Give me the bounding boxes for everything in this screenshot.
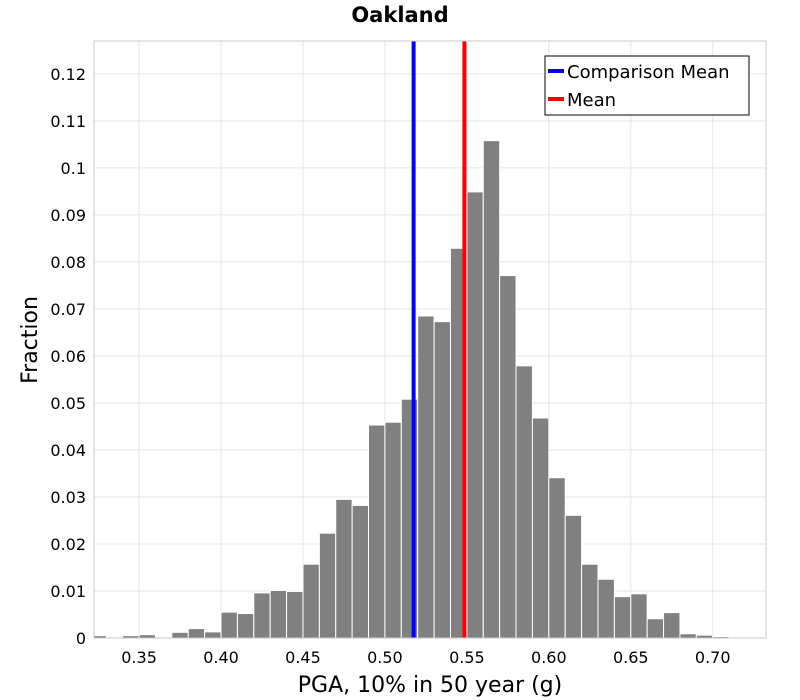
histogram-bar: [204, 631, 222, 639]
y-tick-label: 0.04: [50, 441, 86, 460]
histogram-bar: [548, 477, 566, 639]
x-tick-label: 0.65: [613, 648, 649, 667]
y-tick-label: 0.06: [50, 347, 86, 366]
histogram-bar: [531, 417, 550, 639]
histogram-bar: [302, 563, 320, 639]
y-tick-label: 0.1: [61, 159, 86, 178]
x-tick-label: 0.70: [695, 648, 731, 667]
histogram-bar: [286, 590, 304, 639]
histogram-bar: [269, 590, 288, 639]
histogram-bar: [613, 596, 632, 639]
histogram-bar: [499, 275, 517, 639]
histogram-bar: [187, 628, 206, 639]
y-tick-label: 0.12: [50, 65, 86, 84]
legend-label-mean: Mean: [567, 90, 616, 111]
histogram-bar: [663, 612, 681, 639]
plot-frame: [93, 40, 767, 639]
y-tick-label: 0.09: [50, 206, 86, 225]
x-tick-label: 0.50: [367, 648, 403, 667]
histogram-bar: [433, 321, 451, 639]
y-tick-label: 0: [76, 629, 86, 648]
histogram-bar: [581, 563, 599, 639]
histogram-bar: [597, 578, 615, 639]
legend-label-comparison-mean: Comparison Mean: [567, 62, 730, 83]
histogram-bar: [630, 593, 648, 639]
x-tick-label: 0.60: [531, 648, 567, 667]
histogram-bar: [351, 504, 370, 639]
y-tick-label: 0.01: [50, 582, 86, 601]
histogram-bar: [679, 633, 697, 639]
x-tick-label: 0.35: [121, 648, 157, 667]
y-tick-label: 0.02: [50, 535, 86, 554]
grid-lines: [94, 41, 766, 638]
y-tick-label: 0.05: [50, 394, 86, 413]
y-tick-labels: 0 0.01 0.02 0.03 0.04 0.05 0.06 0.07 0.08 0.09 0.1…: [50, 65, 86, 648]
histogram-bar: [368, 424, 386, 639]
y-tick-label: 0.03: [50, 488, 86, 507]
y-axis-label: Fraction: [18, 296, 43, 384]
chart-title: Oakland: [351, 3, 448, 27]
x-tick-label: 0.45: [285, 648, 321, 667]
histogram-bar: [335, 498, 353, 639]
histogram-bar: [171, 631, 189, 639]
y-tick-label: 0.08: [50, 253, 86, 272]
x-tick-label: 0.40: [203, 648, 239, 667]
histogram-bar: [482, 140, 501, 639]
histogram-bar: [515, 365, 533, 639]
x-axis-label: PGA, 10% in 50 year (g): [298, 673, 562, 698]
mean-lines: [411, 41, 467, 638]
legend: Comparison Mean Mean: [544, 55, 750, 116]
histogram-bar: [417, 315, 435, 639]
y-tick-label: 0.07: [50, 300, 86, 319]
y-tick-label: 0.11: [50, 112, 86, 131]
histogram-bar: [466, 191, 484, 639]
x-tick-labels: 0.35 0.40 0.45 0.50 0.55 0.60 0.65 0.70: [121, 648, 730, 667]
x-tick-label: 0.55: [449, 648, 485, 667]
histogram-bar: [318, 532, 337, 639]
legend-box: [544, 55, 750, 116]
histogram-bar: [220, 611, 238, 639]
histogram-bar: [564, 514, 583, 639]
histogram-bar: [646, 618, 665, 639]
histogram-bar: [236, 613, 255, 639]
histogram-bar: [384, 421, 402, 639]
histogram-bar: [253, 592, 271, 639]
